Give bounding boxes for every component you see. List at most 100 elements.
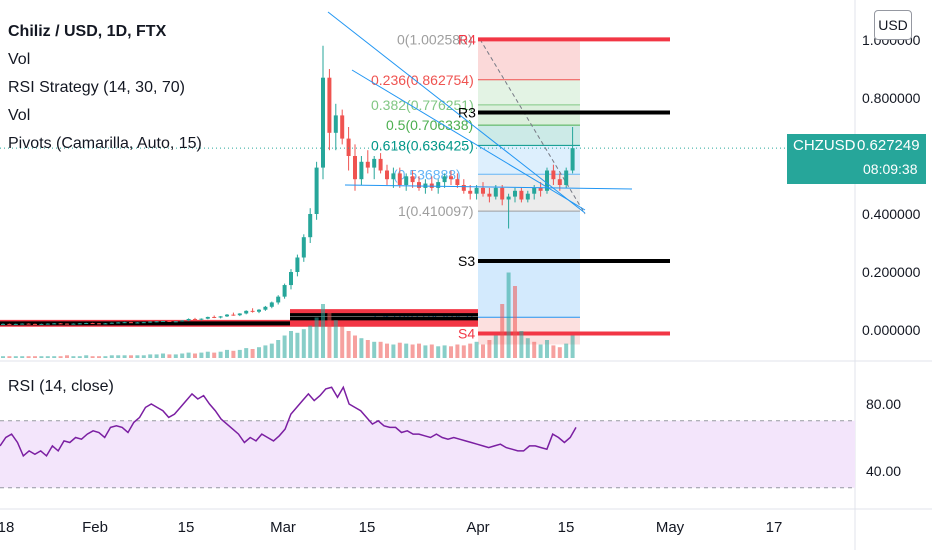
- volume-bar: [564, 343, 569, 358]
- candle-body: [391, 173, 396, 180]
- volume-bar: [58, 356, 63, 358]
- volume-bar: [109, 355, 114, 358]
- candle-body: [455, 179, 460, 185]
- volume-bar: [461, 345, 466, 358]
- candle-body: [186, 318, 191, 321]
- volume-bar: [180, 353, 185, 358]
- candle-body: [532, 187, 537, 194]
- price-axis-tick: 0.400000: [862, 206, 921, 222]
- volume-bar: [385, 343, 389, 358]
- currency-button[interactable]: USD: [874, 10, 912, 40]
- volume-bar: [353, 335, 357, 358]
- candle-body: [231, 314, 236, 316]
- legend-volume-2[interactable]: Vol: [8, 107, 31, 124]
- pivot-label: R4: [458, 31, 476, 47]
- volume-bar: [500, 304, 505, 358]
- fib-zone: [478, 125, 580, 146]
- trendline-descending-2: [351, 69, 586, 211]
- volume-bar: [506, 272, 511, 358]
- candle-body: [148, 321, 153, 323]
- candle-body: [365, 161, 370, 168]
- volume-bar: [237, 349, 242, 358]
- volume-bar: [167, 354, 172, 358]
- candle-body: [301, 237, 306, 258]
- candle-body: [45, 323, 50, 325]
- volume-bar: [205, 351, 210, 358]
- candle-body: [474, 187, 479, 194]
- candle-body: [282, 285, 287, 297]
- candle-body: [404, 176, 409, 185]
- candle-body: [308, 214, 313, 238]
- volume-bar: [257, 347, 261, 358]
- candle-body: [129, 322, 133, 324]
- trendline-descending-1: [327, 11, 586, 214]
- volume-bar: [468, 343, 473, 358]
- candle-body: [449, 176, 453, 180]
- volume-bar: [90, 356, 95, 358]
- candle-body: [218, 316, 223, 318]
- volume-bar: [525, 338, 530, 358]
- volume-bar: [161, 353, 165, 358]
- volume-bar: [481, 344, 485, 358]
- candle-body: [250, 310, 255, 312]
- volume-bar: [429, 344, 434, 358]
- volume-bar: [391, 344, 396, 358]
- candle-body: [237, 313, 242, 316]
- candle-body: [506, 196, 511, 200]
- volume-bar: [442, 345, 447, 358]
- candle-body: [90, 323, 95, 325]
- legend-symbol-title[interactable]: Chiliz / USD, 1D, FTX: [8, 23, 167, 40]
- candle-body: [154, 321, 159, 323]
- volume-bar: [103, 356, 108, 358]
- candle-body: [7, 323, 12, 325]
- fib-zone: [478, 145, 580, 175]
- candle-body: [385, 170, 389, 180]
- volume-bar: [557, 347, 562, 358]
- rsi-band: [0, 420, 855, 488]
- candle-body: [340, 115, 345, 139]
- rsi-legend[interactable]: RSI (14, close): [8, 378, 114, 395]
- legend-volume[interactable]: Vol: [8, 51, 31, 68]
- candle-body: [564, 170, 569, 185]
- candle-body: [161, 321, 165, 323]
- candle-body: [436, 182, 441, 188]
- legend-rsi-strategy[interactable]: RSI Strategy (14, 30, 70): [8, 79, 185, 96]
- volume-bar: [13, 356, 18, 358]
- volume-bar: [301, 329, 306, 358]
- candle-body: [333, 115, 338, 133]
- time-axis-tick: May: [656, 519, 685, 536]
- candle-body: [327, 77, 332, 133]
- candle-body: [468, 190, 473, 194]
- candle-body: [461, 185, 466, 191]
- time-axis-tick: 17: [766, 519, 783, 536]
- volume-bar: [1, 356, 5, 358]
- candle-body: [141, 322, 146, 324]
- volume-bar: [7, 356, 12, 358]
- legend-pivots[interactable]: Pivots (Camarilla, Auto, 15): [8, 135, 202, 152]
- volume-bar: [487, 340, 492, 358]
- time-axis-tick: 15: [359, 519, 376, 536]
- volume-bar: [397, 342, 402, 358]
- volume-bar: [218, 351, 223, 358]
- volume-bar: [372, 341, 377, 358]
- volume-bar: [244, 348, 249, 358]
- candle-body: [212, 316, 217, 318]
- candle-body: [71, 323, 76, 325]
- volume-bar: [551, 345, 556, 358]
- volume-bar: [276, 340, 281, 358]
- candle-body: [116, 322, 121, 324]
- candle-body: [263, 306, 268, 310]
- volume-bar: [474, 341, 479, 358]
- candle-body: [103, 323, 108, 325]
- fib-zone: [478, 211, 580, 318]
- candle-body: [487, 193, 492, 197]
- volume-bar: [193, 353, 197, 358]
- candle-body: [442, 176, 447, 183]
- volume-bar: [314, 317, 319, 358]
- candle-body: [167, 321, 172, 323]
- volume-bar: [308, 325, 313, 358]
- candle-body: [519, 190, 524, 200]
- volume-bar: [346, 331, 351, 358]
- candle-body: [33, 323, 37, 325]
- candle-body: [199, 318, 204, 320]
